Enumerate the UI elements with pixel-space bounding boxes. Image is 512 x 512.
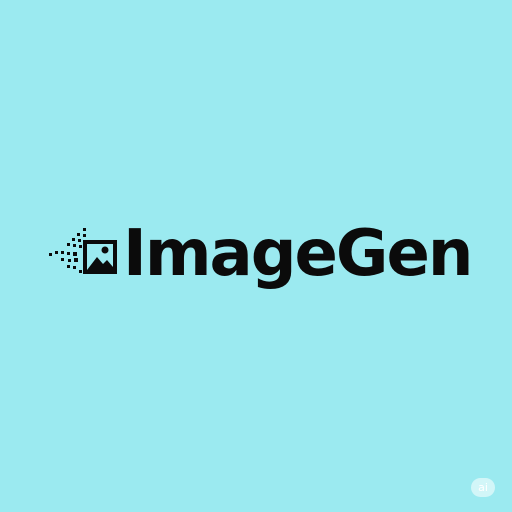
image-frame-pixel-icon xyxy=(47,224,121,284)
ai-watermark-badge: ai xyxy=(471,478,495,497)
brand-wordmark: ImageGen xyxy=(123,222,471,286)
imagegen-logo: ImageGen xyxy=(47,214,471,294)
